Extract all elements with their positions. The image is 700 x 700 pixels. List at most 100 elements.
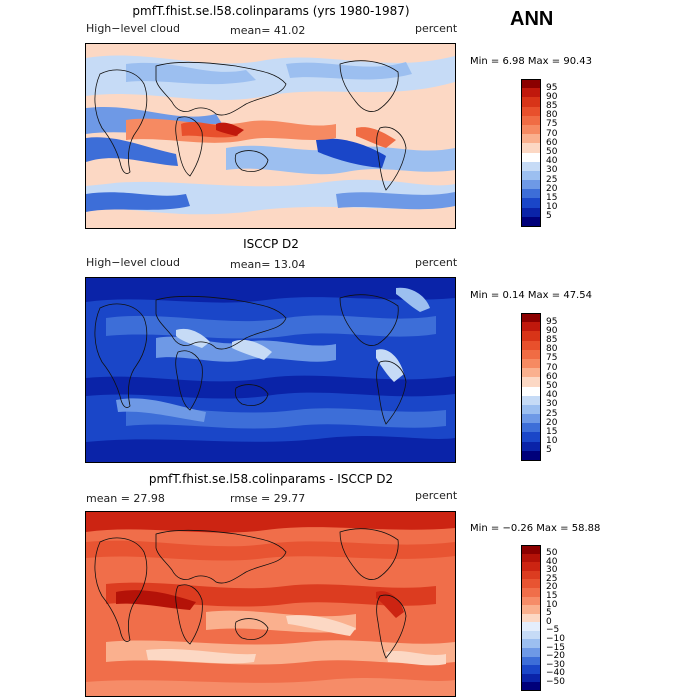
colorbar-swatch xyxy=(521,545,541,555)
colorbar-swatch xyxy=(521,665,541,675)
colorbar-tick-label: −10 xyxy=(546,633,565,644)
colorbar-swatch xyxy=(521,682,541,692)
colorbar-swatch xyxy=(521,639,541,649)
panel-3-map xyxy=(85,511,456,697)
colorbar-swatch xyxy=(521,553,541,563)
colorbar-swatch xyxy=(521,349,541,360)
colorbar-swatch xyxy=(521,648,541,658)
colorbar-swatch xyxy=(521,207,541,218)
colorbar-swatch xyxy=(521,161,541,172)
colorbar-swatch xyxy=(521,180,541,190)
colorbar-tick-label: 70 xyxy=(546,128,558,139)
colorbar-swatch xyxy=(521,216,541,227)
colorbar-swatch xyxy=(521,377,541,387)
colorbar-tick-label: 60 xyxy=(546,137,558,148)
panel-2-colorbar: 95 90 85 80 75 70 60 50 40 30 25 20 15 10 5 xyxy=(521,313,581,461)
colorbar-tick-label: 85 xyxy=(546,101,558,112)
colorbar-tick-label: 30 xyxy=(546,165,558,176)
colorbar-tick-label: 25 xyxy=(546,573,558,584)
colorbar-swatch xyxy=(521,358,541,369)
panel-2-mean: mean= 13.04 xyxy=(230,258,306,271)
colorbar-swatch xyxy=(521,596,541,606)
colorbar-tick-label: 20 xyxy=(546,417,558,428)
colorbar-swatch xyxy=(521,88,541,98)
colorbar-tick-label: 85 xyxy=(546,335,558,346)
panel-2-left-label: High−level cloud xyxy=(86,256,180,269)
colorbar-tick-label: −20 xyxy=(546,651,565,662)
colorbar-swatch xyxy=(521,368,541,378)
colorbar-swatch xyxy=(521,605,541,615)
colorbar-tick-label: 60 xyxy=(546,371,558,382)
colorbar-swatch xyxy=(521,386,541,397)
colorbar-tick-label: 90 xyxy=(546,325,558,336)
colorbar-swatch xyxy=(521,106,541,117)
season-label: ANN xyxy=(510,8,554,30)
colorbar-swatch xyxy=(521,673,541,683)
colorbar-swatch xyxy=(521,579,541,589)
colorbar-swatch xyxy=(521,622,541,632)
panel-1-minmax: Min = 6.98 Max = 90.43 xyxy=(470,56,592,67)
panel-1-title: pmfT.fhist.se.l58.colinparams (yrs 1980-… xyxy=(132,4,410,18)
panel-2-units: percent xyxy=(415,256,458,269)
colorbar-tick-label: 5 xyxy=(546,211,552,222)
colorbar-swatch xyxy=(521,143,541,153)
colorbar-swatch xyxy=(521,322,541,332)
colorbar-tick-label: −50 xyxy=(546,676,565,687)
colorbar-swatch xyxy=(521,331,541,342)
panel-1-colorbar: 95 90 85 80 75 70 60 50 40 30 25 20 15 10 5 xyxy=(521,79,581,227)
panel-3-rmse: rmse = 29.77 xyxy=(230,492,306,505)
colorbar-swatch xyxy=(521,423,541,433)
colorbar-swatch xyxy=(521,613,541,623)
colorbar-swatch xyxy=(521,340,541,351)
colorbar-swatch xyxy=(521,170,541,181)
colorbar-tick-label: 0 xyxy=(546,616,552,627)
colorbar-tick-label: 40 xyxy=(546,556,558,567)
colorbar-swatch xyxy=(521,414,541,424)
colorbar-tick-label: 10 xyxy=(546,599,558,610)
panel-2-map xyxy=(85,277,456,463)
colorbar-tick-label: 5 xyxy=(546,445,552,456)
colorbar-tick-label: −30 xyxy=(546,659,565,670)
colorbar-tick-label: −5 xyxy=(546,625,560,636)
colorbar-tick-label: 10 xyxy=(546,202,558,213)
colorbar-swatch xyxy=(521,97,541,108)
colorbar-swatch xyxy=(521,562,541,572)
panel-1-map xyxy=(85,43,456,229)
colorbar-swatch xyxy=(521,313,541,323)
colorbar-swatch xyxy=(521,570,541,580)
panel-3-minmax: Min = −0.26 Max = 58.88 xyxy=(470,523,601,534)
colorbar-tick-label: 40 xyxy=(546,390,558,401)
panel-1-mean: mean= 41.02 xyxy=(230,24,306,37)
colorbar-swatch xyxy=(521,189,541,199)
colorbar-tick-label: 30 xyxy=(546,565,558,576)
colorbar-swatch xyxy=(521,124,541,135)
panel-3-mean: mean = 27.98 xyxy=(86,492,165,505)
colorbar-tick-label: −15 xyxy=(546,642,565,653)
panel-3-units: percent xyxy=(415,489,458,502)
panel-2-title: ISCCP D2 xyxy=(243,237,299,251)
colorbar-swatch xyxy=(521,656,541,666)
colorbar-tick-label: 25 xyxy=(546,174,558,185)
colorbar-tick-label: 50 xyxy=(546,381,558,391)
colorbar-swatch xyxy=(521,404,541,415)
colorbar-tick-label: 10 xyxy=(546,436,558,447)
colorbar-swatch xyxy=(521,198,541,209)
colorbar-tick-label: 5 xyxy=(546,608,552,619)
panel-1-left-label: High−level cloud xyxy=(86,22,180,35)
colorbar-tick-label: 75 xyxy=(546,353,558,364)
colorbar-tick-label: 50 xyxy=(546,147,558,157)
colorbar-tick-label: 70 xyxy=(546,362,558,373)
colorbar-tick-label: 90 xyxy=(546,91,558,102)
panel-3-colorbar: 50 40 30 25 20 15 10 5 0 −5 −10 −15 −20 −30 −40 −50 xyxy=(521,545,581,692)
colorbar-tick-label: 20 xyxy=(546,582,558,593)
colorbar-tick-label: 75 xyxy=(546,119,558,130)
panel-3-title: pmfT.fhist.se.l58.colinparams - ISCCP D2 xyxy=(148,472,394,486)
colorbar-tick-label: 25 xyxy=(546,408,558,419)
colorbar-tick-label: 95 xyxy=(546,316,558,327)
colorbar-swatch xyxy=(521,395,541,406)
colorbar-tick-label: 15 xyxy=(546,426,558,437)
colorbar-tick-label: 80 xyxy=(546,110,558,121)
colorbar-swatch xyxy=(521,450,541,461)
colorbar-swatch xyxy=(521,134,541,144)
colorbar-swatch xyxy=(521,587,541,598)
